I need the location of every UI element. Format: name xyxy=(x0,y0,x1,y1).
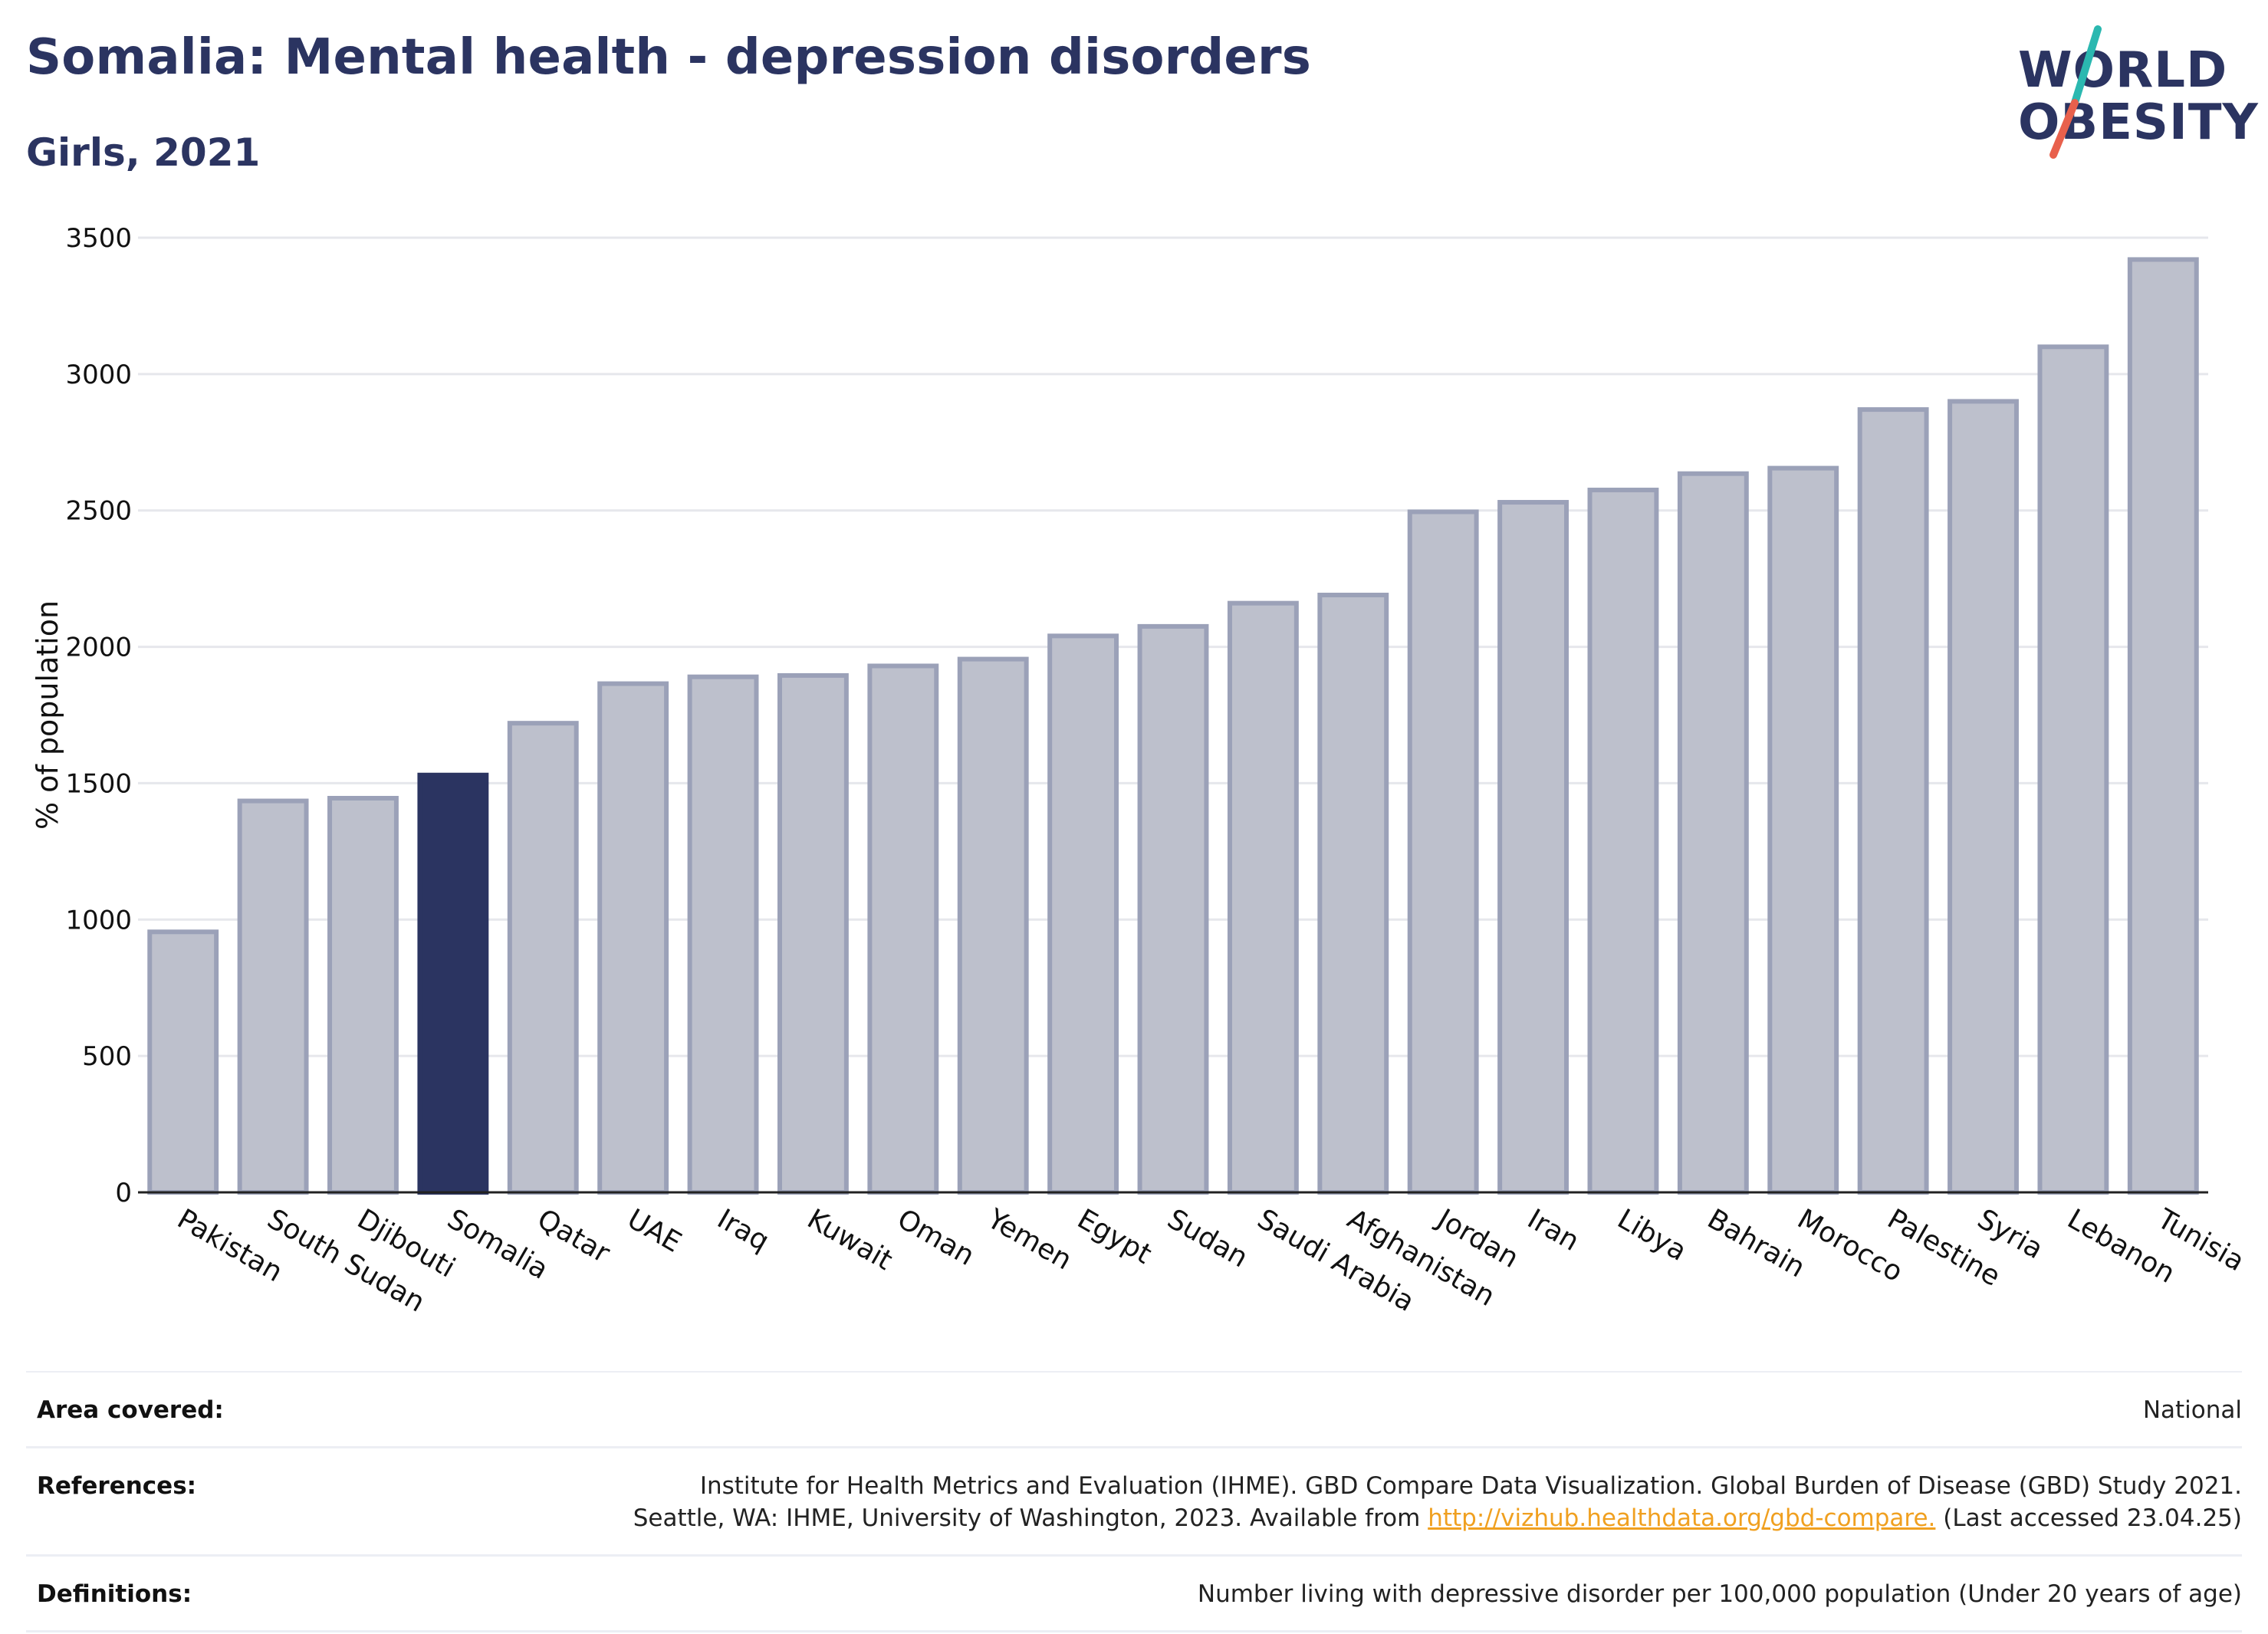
x-tick-label: Iran xyxy=(1522,1203,1584,1258)
bar-south-sudan xyxy=(237,798,309,1195)
bar-tunisia xyxy=(2127,257,2199,1195)
bar-bahrain xyxy=(1677,471,1749,1195)
y-tick-label: 1500 xyxy=(65,768,132,799)
x-tick-label: Egypt xyxy=(1072,1203,1156,1270)
bar-kuwait xyxy=(777,672,849,1195)
x-tick-label: Libya xyxy=(1612,1203,1691,1267)
y-tick-label: 2000 xyxy=(65,633,132,663)
logo-slash-icon xyxy=(2049,25,2102,159)
references-link[interactable]: http://vizhub.healthdata.org/gbd-compare… xyxy=(1428,1504,1936,1532)
bar-chart: 0500100015002000250030003500PakistanSout… xyxy=(31,223,2250,1319)
bar-morocco xyxy=(1767,465,1839,1195)
bar-saudi-arabia xyxy=(1227,600,1299,1195)
bar-libya xyxy=(1587,488,1659,1195)
definitions-value: Number living with depressive disorder p… xyxy=(1197,1580,2242,1608)
bar-pakistan xyxy=(147,929,219,1195)
y-tick-label: 500 xyxy=(82,1041,132,1072)
references-line-2-suffix: (Last accessed 23.04.25) xyxy=(1935,1504,2242,1532)
bar-palestine xyxy=(1857,407,1929,1195)
bar-lebanon xyxy=(2037,344,2109,1195)
x-tick-label: Kuwait xyxy=(802,1203,898,1277)
x-tick-label: Somalia xyxy=(442,1203,553,1286)
y-tick-label: 3000 xyxy=(65,360,132,390)
bar-djibouti xyxy=(327,795,399,1195)
x-tick-label: Iraq xyxy=(712,1203,774,1258)
bar-yemen xyxy=(957,656,1029,1195)
bar-oman xyxy=(867,663,939,1195)
y-tick-label: 3500 xyxy=(65,223,132,254)
bar-uae xyxy=(597,681,669,1195)
chart-subtitle: Girls, 2021 xyxy=(26,130,261,175)
bar-iran xyxy=(1497,500,1570,1195)
x-tick-label: Sudan xyxy=(1162,1203,1254,1274)
x-tick-label: Yemen xyxy=(981,1203,1077,1277)
y-tick-label: 0 xyxy=(115,1178,132,1208)
bar-iraq xyxy=(687,674,759,1195)
area-covered-value: National xyxy=(2142,1396,2242,1424)
bar-sudan xyxy=(1137,623,1209,1195)
x-tick-label: Bahrain xyxy=(1702,1203,1810,1284)
references-line-1: Institute for Health Metrics and Evaluat… xyxy=(699,1472,2242,1500)
bar-afghanistan xyxy=(1317,592,1389,1195)
references-value: Institute for Health Metrics and Evaluat… xyxy=(633,1470,2242,1534)
x-tick-label: Oman xyxy=(892,1203,979,1272)
logo-line-1: WORLD xyxy=(2018,42,2228,99)
bar-egypt xyxy=(1047,633,1119,1195)
y-tick-label: 2500 xyxy=(65,496,132,527)
bar-qatar xyxy=(507,721,579,1195)
y-tick-label: 1000 xyxy=(65,905,132,935)
chart-title: Somalia: Mental health - depression diso… xyxy=(26,29,1312,86)
references-label: References: xyxy=(37,1472,197,1500)
references-row: References: Institute for Health Metrics… xyxy=(26,1448,2242,1557)
bar-syria xyxy=(1948,399,2019,1195)
x-tick-label: UAE xyxy=(622,1203,686,1258)
definitions-label: Definitions: xyxy=(37,1580,192,1608)
bar-jordan xyxy=(1407,509,1479,1195)
chart-metadata-table: Area covered: National References: Insti… xyxy=(26,1371,2242,1632)
references-line-2-prefix: Seattle, WA: IHME, University of Washing… xyxy=(633,1504,1428,1532)
y-axis-title: % of population xyxy=(31,600,64,830)
definitions-row: Definitions: Number living with depressi… xyxy=(26,1557,2242,1632)
bar-somalia xyxy=(417,772,489,1195)
area-covered-label: Area covered: xyxy=(37,1396,224,1424)
area-covered-row: Area covered: National xyxy=(26,1373,2242,1448)
world-obesity-logo: WORLD OBESITY xyxy=(1994,23,2258,161)
